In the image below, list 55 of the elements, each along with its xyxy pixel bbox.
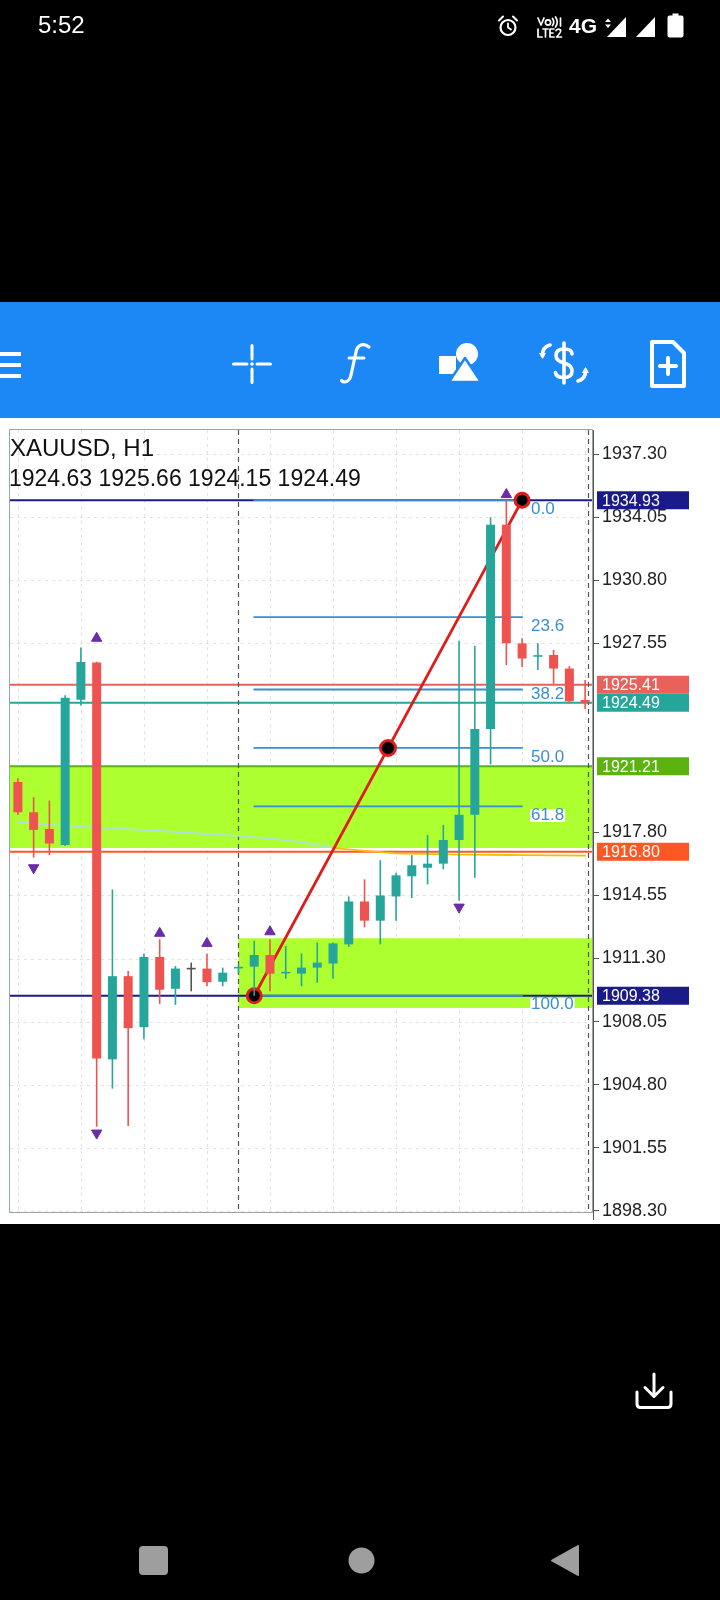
point (245, 987, 263, 1005)
candlestick (517, 637, 527, 668)
ref-line-label: 1924.49 (602, 694, 660, 712)
candlestick (265, 938, 275, 993)
y-tick-label: 1898.30 (602, 1199, 668, 1220)
series-label: 0.0 (531, 498, 555, 518)
text: 1924.63 1925.66 1924.15 1924.49 (9, 465, 361, 491)
candlestick (360, 878, 370, 929)
ref-line-label: 1909.38 (602, 987, 660, 1005)
point (500, 488, 513, 499)
y-tick-label: 1927.55 (602, 632, 668, 653)
candlestick (328, 941, 338, 980)
y-tick-label: 1901.55 (602, 1136, 668, 1157)
text: 5:52 (38, 11, 85, 38)
candlestick (202, 952, 212, 988)
point (153, 926, 166, 937)
candlestick (297, 952, 306, 988)
y-tick-label: 1914.55 (602, 884, 668, 905)
y-tick-label: 1908.05 (602, 1010, 668, 1031)
y-tick-label: 1904.80 (602, 1073, 668, 1094)
candlestick (438, 824, 448, 871)
point (453, 903, 465, 914)
candlestick (312, 941, 322, 984)
series-label: 61.8 (531, 805, 565, 825)
candlestick (533, 642, 543, 671)
point (513, 491, 531, 509)
series-label: 23.6 (531, 615, 565, 635)
candlestick (423, 834, 433, 886)
ref-line-label: 1925.41 (602, 676, 660, 694)
ref-line-label: 1921.21 (602, 757, 660, 775)
ref-line-label: 1916.80 (602, 843, 660, 861)
y-tick-label: 1934.05 (602, 506, 668, 527)
candlestick (218, 966, 228, 988)
text: 4G (569, 14, 598, 37)
chart-title: XAUUSD, H1 (10, 434, 155, 461)
point (90, 631, 103, 642)
series-label: 100.0 (531, 994, 574, 1014)
series-label: 50.0 (531, 746, 565, 766)
candlestick (44, 799, 54, 856)
series-label: 38.2 (531, 684, 565, 704)
y-tick-label: 1917.80 (602, 821, 668, 842)
candlestick (549, 649, 559, 685)
candlestick (407, 854, 417, 899)
y-tick-label: 1930.80 (602, 569, 668, 590)
candlestick (29, 796, 39, 859)
candlestick (249, 940, 259, 997)
candlestick (170, 965, 180, 1006)
ref-line-label: 1934.93 (602, 491, 660, 509)
point (201, 936, 213, 947)
point (90, 1129, 103, 1140)
candlestick (580, 679, 590, 711)
y-tick-label: 1937.30 (602, 443, 668, 464)
candlestick (391, 871, 401, 922)
point (264, 925, 276, 936)
y-tick-label: 1911.30 (602, 947, 666, 968)
